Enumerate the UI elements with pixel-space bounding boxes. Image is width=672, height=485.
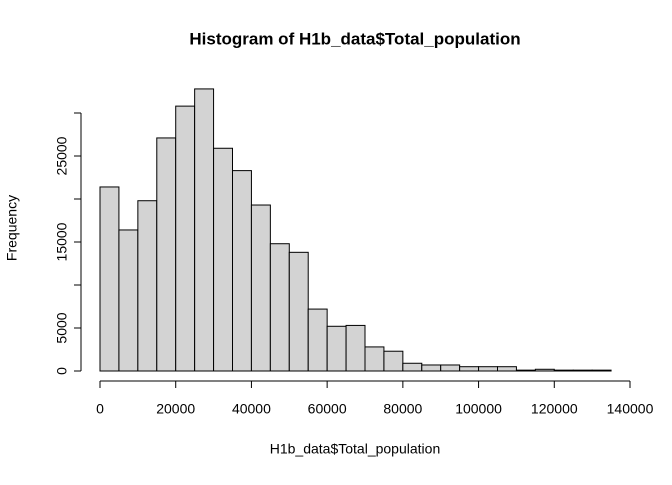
bar <box>326 325 347 372</box>
bar <box>421 364 442 372</box>
bar <box>175 105 196 372</box>
bar <box>213 147 233 372</box>
bar <box>364 346 385 372</box>
bar <box>307 308 328 372</box>
bar <box>118 229 139 372</box>
bar <box>478 366 499 372</box>
bar <box>553 369 574 372</box>
y-tick-label: 15000 <box>54 222 70 261</box>
bar <box>232 170 252 372</box>
x-tick-label: 60000 <box>308 401 347 417</box>
y-tick-label: 5000 <box>54 312 70 343</box>
x-tick-label: 120000 <box>531 401 578 417</box>
bar <box>345 324 366 372</box>
y-tick-label: 0 <box>54 367 70 375</box>
bar <box>402 362 423 372</box>
bar <box>156 137 177 372</box>
bar <box>194 88 215 372</box>
bar <box>497 366 517 372</box>
bar <box>288 251 309 372</box>
bar <box>515 369 536 372</box>
x-tick-label: 140000 <box>607 401 654 417</box>
x-tick-label: 80000 <box>383 401 422 417</box>
x-axis-label: H1b_data$Total_population <box>270 441 440 457</box>
bar <box>459 366 480 372</box>
x-tick-label: 40000 <box>232 401 271 417</box>
bar <box>99 186 120 372</box>
chart-title: Histogram of H1b_data$Total_population <box>189 29 520 48</box>
bar <box>591 369 612 372</box>
bar <box>572 369 593 372</box>
y-tick-label: 25000 <box>54 136 70 175</box>
bar <box>137 200 158 372</box>
bar <box>534 368 555 372</box>
x-tick-label: 100000 <box>455 401 502 417</box>
x-tick-label: 20000 <box>156 401 195 417</box>
bar <box>440 364 461 372</box>
bar <box>383 350 404 372</box>
bar <box>269 243 290 372</box>
bar <box>250 204 271 372</box>
y-axis-label: Frequency <box>4 195 20 261</box>
x-tick-label: 0 <box>96 401 104 417</box>
